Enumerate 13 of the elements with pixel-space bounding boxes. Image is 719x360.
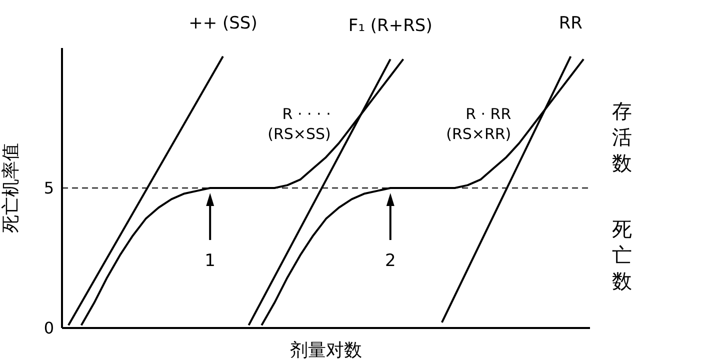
series-label: F₁ (R+RS) — [348, 16, 432, 36]
series-label: RR — [558, 13, 583, 34]
text: 存活数 — [612, 98, 633, 176]
y-tick-label: 5 — [44, 178, 54, 198]
x-axis-title: 剂量对数 — [290, 340, 362, 360]
annotation: 2 — [384, 251, 396, 271]
annotation: 1 — [204, 251, 216, 271]
text: 死亡数 — [612, 216, 633, 294]
series-label: ++ (SS) — [188, 13, 258, 34]
series-label: R · · · · (RS×SS) — [268, 105, 331, 144]
y-axis-title: 死亡机率值 — [0, 143, 22, 233]
y-tick-label: 0 — [44, 318, 54, 338]
series-label: R · RR (RS×RR) — [446, 105, 512, 144]
